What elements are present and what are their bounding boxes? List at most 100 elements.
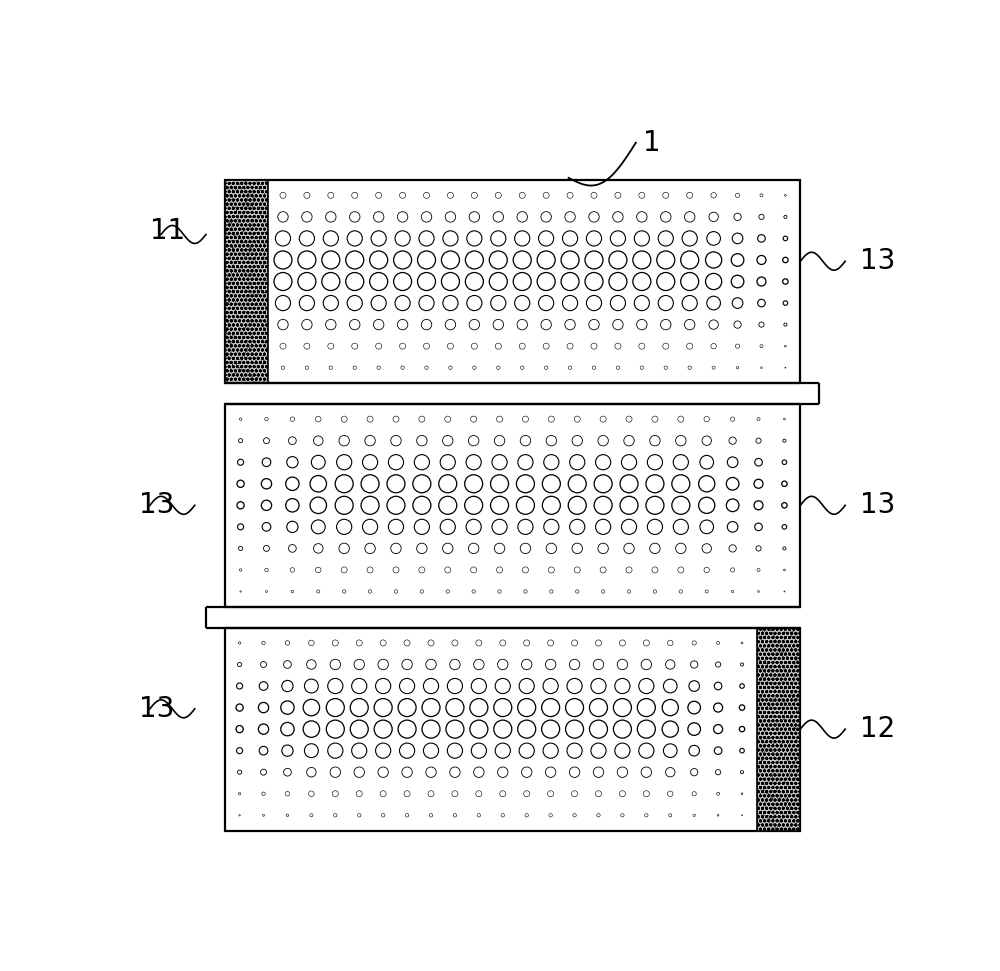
- Point: [233, 180, 249, 195]
- Point: [771, 633, 787, 649]
- Point: [780, 821, 796, 837]
- Point: [784, 676, 800, 691]
- Point: [219, 331, 235, 347]
- Point: [789, 659, 805, 675]
- Point: [249, 240, 265, 255]
- Point: [786, 668, 802, 684]
- Point: [752, 794, 768, 810]
- Point: [240, 281, 256, 296]
- Point: [255, 285, 271, 300]
- Point: [773, 787, 789, 802]
- Point: [752, 714, 768, 729]
- Point: [787, 683, 803, 698]
- Point: [787, 652, 803, 667]
- Point: [243, 295, 259, 311]
- Point: [787, 737, 803, 753]
- Point: [227, 251, 243, 267]
- Point: [789, 657, 805, 673]
- Point: [751, 690, 767, 706]
- Point: [253, 308, 269, 323]
- Point: [772, 764, 788, 780]
- Point: [768, 716, 784, 731]
- Point: [251, 307, 267, 322]
- Point: [770, 722, 786, 738]
- Point: [754, 770, 770, 786]
- Point: [751, 693, 767, 709]
- Point: [248, 257, 264, 273]
- Point: [224, 292, 240, 308]
- Point: [772, 735, 788, 751]
- Point: [752, 785, 768, 800]
- Point: [229, 212, 245, 227]
- Point: [757, 630, 773, 646]
- Point: [242, 327, 258, 343]
- Point: [251, 332, 267, 348]
- Point: [763, 675, 779, 690]
- Point: [769, 678, 785, 693]
- Point: [776, 724, 792, 740]
- Point: [790, 673, 806, 688]
- Point: [259, 320, 275, 336]
- Point: [244, 199, 260, 215]
- Point: [781, 801, 797, 817]
- Point: [781, 718, 797, 733]
- Point: [753, 742, 769, 757]
- Point: [788, 772, 804, 787]
- Point: [220, 184, 236, 199]
- Point: [758, 756, 774, 772]
- Point: [750, 633, 766, 649]
- Point: [754, 686, 770, 701]
- Point: [763, 625, 779, 641]
- Point: [256, 251, 272, 267]
- Point: [754, 752, 770, 767]
- Point: [230, 213, 246, 228]
- Point: [218, 373, 234, 388]
- Point: [753, 747, 769, 762]
- Point: [217, 210, 233, 225]
- Point: [229, 193, 245, 209]
- Point: [227, 367, 243, 383]
- Point: [776, 749, 792, 764]
- Point: [759, 699, 775, 715]
- Point: [234, 301, 250, 317]
- Point: [258, 354, 274, 370]
- Point: [240, 324, 256, 340]
- Point: [750, 801, 766, 817]
- Point: [761, 744, 777, 759]
- Point: [784, 655, 800, 671]
- Point: [258, 254, 274, 270]
- Point: [775, 786, 791, 801]
- Point: [249, 353, 265, 369]
- Point: [245, 373, 261, 388]
- Point: [775, 805, 791, 820]
- Point: [770, 642, 786, 657]
- Point: [247, 243, 263, 258]
- Point: [231, 196, 247, 212]
- Point: [752, 653, 768, 668]
- Point: [772, 787, 788, 803]
- Point: [754, 644, 770, 659]
- Point: [248, 253, 264, 269]
- Point: [218, 359, 234, 375]
- Point: [218, 349, 234, 364]
- Point: [221, 250, 237, 265]
- Point: [258, 257, 274, 273]
- Point: [241, 254, 257, 270]
- Point: [766, 729, 782, 745]
- Point: [226, 208, 242, 223]
- Point: [773, 735, 789, 751]
- Point: [789, 718, 805, 733]
- Point: [764, 810, 780, 825]
- Point: [223, 218, 239, 233]
- Point: [756, 690, 772, 706]
- Point: [229, 251, 245, 267]
- Point: [229, 265, 245, 281]
- Point: [223, 333, 239, 349]
- Point: [765, 725, 781, 741]
- Point: [237, 366, 253, 382]
- Point: [250, 338, 266, 353]
- Point: [222, 234, 238, 250]
- Point: [760, 651, 776, 666]
- Point: [773, 646, 789, 661]
- Point: [244, 345, 260, 360]
